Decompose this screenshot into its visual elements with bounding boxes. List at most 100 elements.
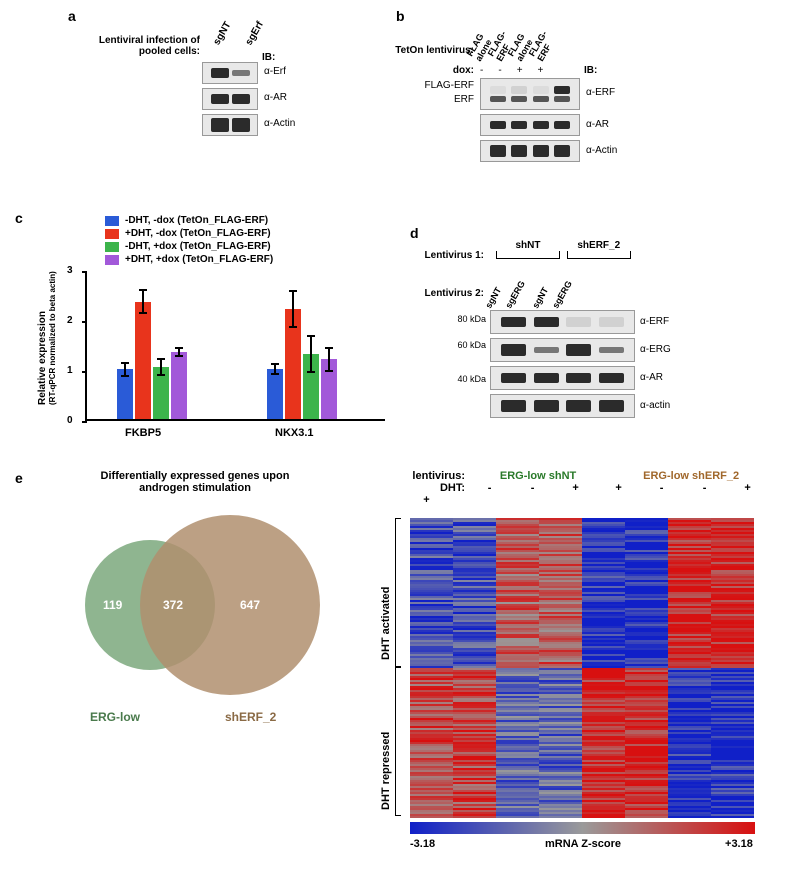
cb-title: mRNA Z-score (545, 838, 621, 850)
bar-group (267, 309, 337, 419)
panel-b: FLAG alone FLAG-ERF FLAG alone FLAG-ERF … (380, 5, 760, 195)
y-tick: 2 (67, 315, 73, 326)
band (599, 317, 624, 327)
heatmap-column (582, 518, 625, 816)
venn-count-right: 647 (240, 598, 260, 612)
ib-label: IB: (262, 52, 275, 63)
band (566, 344, 591, 356)
cond-label: ERG-low shERF_2 (611, 470, 771, 482)
heatmap-column (711, 518, 754, 816)
side-label: ERF (418, 94, 474, 105)
heatmap-column (496, 518, 539, 816)
blot-row (490, 394, 635, 418)
mw-label: 60 kDa (442, 340, 486, 350)
band (490, 86, 506, 94)
band (501, 400, 526, 412)
heatmap-column (668, 518, 711, 816)
panel-a-label: a (68, 8, 76, 24)
antibody-label: α-ERF (640, 316, 669, 327)
cb-min: -3.18 (410, 838, 435, 850)
error-bar (178, 347, 180, 357)
venn-count-overlap: 372 (163, 598, 183, 612)
band (599, 347, 624, 353)
band (511, 145, 527, 157)
dox-state: - (480, 65, 498, 76)
error-bar (124, 362, 126, 377)
tick-mark (82, 421, 87, 423)
band (599, 400, 624, 412)
error-bar (142, 289, 144, 314)
side-label-repressed: DHT repressed (380, 732, 392, 810)
band (211, 94, 229, 104)
lenti2-label: Lentivirus 2: (400, 288, 484, 299)
heatmap (410, 518, 755, 816)
legend-row: -DHT, -dox (TetOn_FLAG-ERF) (105, 215, 273, 226)
dht-prefix: DHT: (405, 482, 465, 494)
heatmap-header: lentivirus: ERG-low shNT ERG-low shERF_2… (405, 470, 775, 506)
dox-state: + (538, 65, 559, 76)
antibody-label: α-ERG (640, 344, 671, 355)
lane-label: sgNT (483, 290, 500, 310)
y-axis-label: Relative expression (RT-qPCR normalized … (37, 271, 57, 405)
y-tick: 0 (67, 415, 73, 426)
band (566, 400, 591, 412)
error-bar (160, 358, 162, 376)
panel-a-lane-labels: sgNT sgErf (208, 28, 269, 39)
panel-b-lane-labels: FLAG alone FLAG-ERF FLAG alone FLAG-ERF (480, 43, 560, 63)
dht-state: - (468, 482, 511, 494)
antibody-label: α-AR (640, 372, 663, 383)
panel-d-gel (490, 310, 635, 422)
lane-label: sgERG (503, 290, 520, 310)
dox-row: --++ (480, 65, 558, 76)
side-bracket-icon (395, 667, 401, 816)
heatmap-column (539, 518, 582, 816)
antibody-label: α-Erf (264, 66, 286, 77)
antibody-label: α-actin (640, 400, 670, 411)
heatmap-column (625, 518, 668, 816)
bar (171, 352, 187, 420)
venn-count-left: 119 (103, 598, 122, 612)
cb-max: +3.18 (725, 838, 753, 850)
band (534, 347, 559, 353)
mw-label: 80 kDa (442, 314, 486, 324)
band (566, 373, 591, 383)
bracket-icon (496, 251, 560, 259)
bar-chart: 0123 (85, 271, 385, 421)
panel-c-legend: -DHT, -dox (TetOn_FLAG-ERF) +DHT, -dox (T… (105, 215, 273, 267)
panel-b-header: TetOn lentivirus: (380, 45, 474, 56)
bar (267, 369, 283, 419)
band (511, 96, 527, 102)
error-bar (292, 290, 294, 328)
cond-label: ERG-low shNT (468, 470, 608, 482)
bar (321, 359, 337, 419)
lane-label: sgERG (550, 290, 567, 310)
legend-row: +DHT, +dox (TetOn_FLAG-ERF) (105, 254, 273, 265)
heatmap-column (453, 518, 496, 816)
band (554, 145, 570, 157)
band (533, 86, 549, 94)
y-tick: 3 (67, 265, 73, 276)
venn-right-label: shERF_2 (225, 710, 276, 724)
lenti-prefix: lentivirus: (405, 470, 465, 482)
error-bar (274, 363, 276, 375)
lenti1-label: Lentivirus 1: (400, 250, 484, 261)
blot-row (202, 62, 258, 84)
legend-text: -DHT, -dox (TetOn_FLAG-ERF) (125, 215, 268, 226)
band (211, 68, 229, 78)
bar (285, 309, 301, 419)
blot-row (490, 338, 635, 362)
venn-title: Differentially expressed genes upon andr… (95, 470, 295, 494)
group-label: shERF_2 (565, 240, 633, 251)
band (534, 317, 559, 327)
legend-swatch (105, 229, 119, 239)
legend-text: -DHT, +dox (TetOn_FLAG-ERF) (125, 241, 271, 252)
blot-row (480, 114, 580, 136)
legend-row: -DHT, +dox (TetOn_FLAG-ERF) (105, 241, 273, 252)
antibody-label: α-Actin (264, 118, 295, 129)
panel-c-label: c (15, 210, 23, 226)
tick-mark (82, 321, 87, 323)
band (599, 373, 624, 383)
blot-row (480, 140, 580, 162)
band (533, 121, 549, 129)
legend-row: +DHT, -dox (TetOn_FLAG-ERF) (105, 228, 273, 239)
